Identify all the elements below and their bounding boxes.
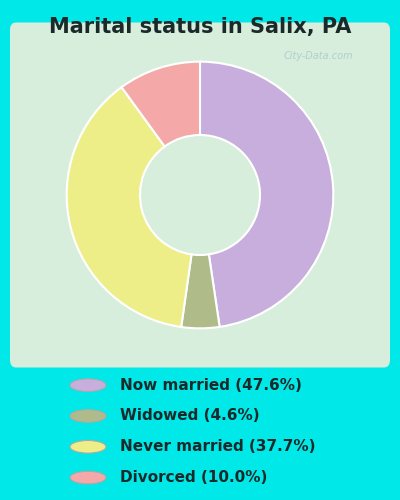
Circle shape: [70, 472, 106, 484]
Circle shape: [70, 440, 106, 453]
Text: Marital status in Salix, PA: Marital status in Salix, PA: [49, 18, 351, 38]
Wedge shape: [181, 254, 220, 328]
Text: Divorced (10.0%): Divorced (10.0%): [120, 470, 267, 485]
Circle shape: [70, 379, 106, 392]
Wedge shape: [122, 62, 200, 146]
Text: Now married (47.6%): Now married (47.6%): [120, 378, 302, 392]
FancyBboxPatch shape: [10, 22, 390, 368]
Circle shape: [70, 410, 106, 422]
Wedge shape: [200, 62, 333, 327]
Wedge shape: [67, 87, 192, 327]
Text: Never married (37.7%): Never married (37.7%): [120, 440, 316, 454]
Text: Widowed (4.6%): Widowed (4.6%): [120, 408, 260, 424]
Text: City-Data.com: City-Data.com: [284, 51, 354, 61]
